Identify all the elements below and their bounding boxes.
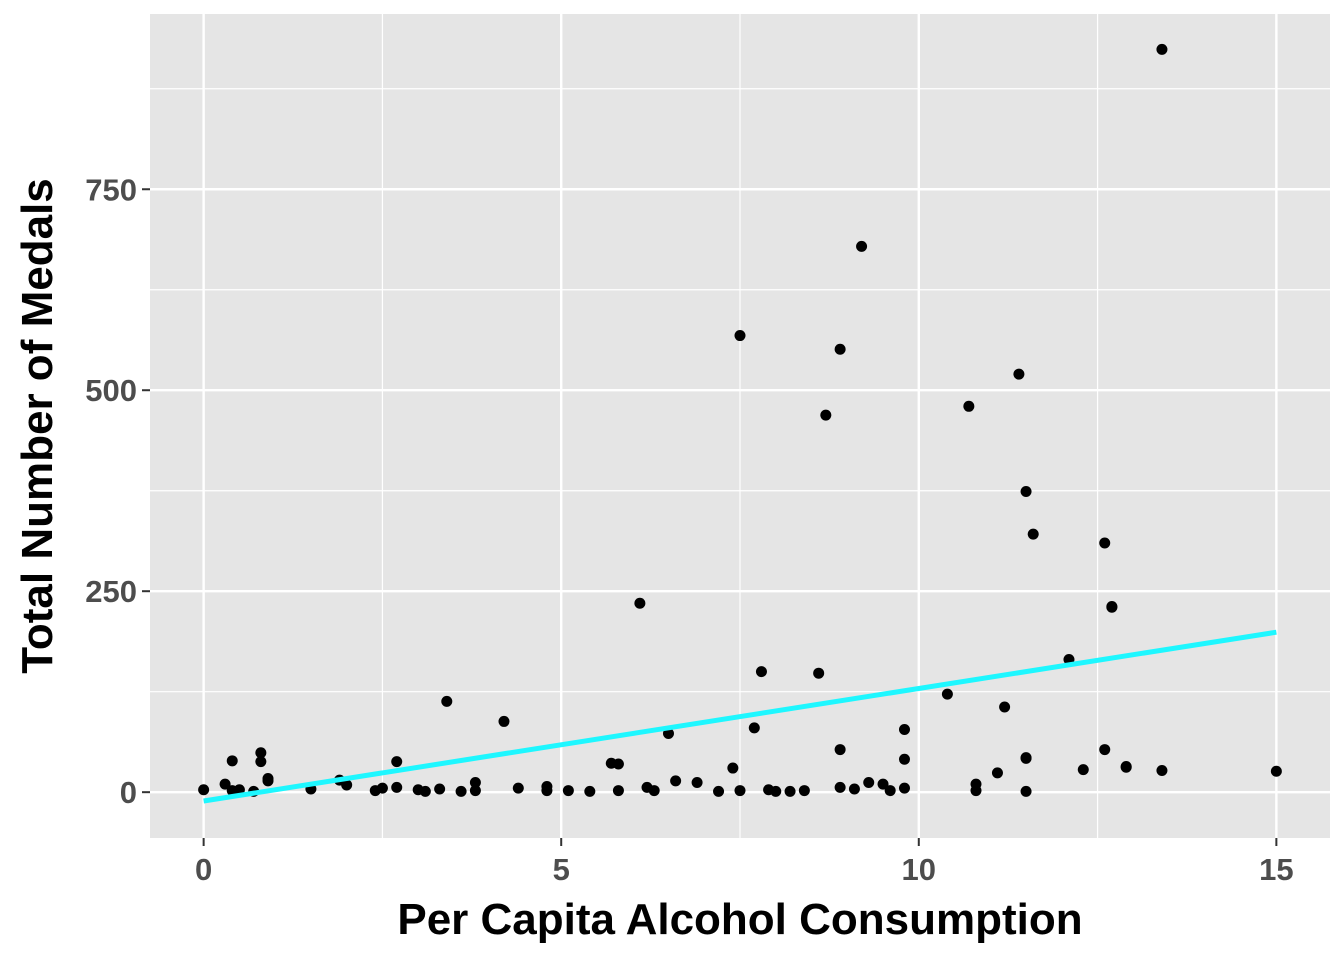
data-point <box>469 777 481 789</box>
data-point <box>469 785 481 797</box>
data-point <box>1099 744 1111 756</box>
data-point <box>1099 537 1111 549</box>
x-axis-title: Per Capita Alcohol Consumption <box>397 895 1082 944</box>
data-point <box>884 785 896 797</box>
y-tick-label: 750 <box>85 172 137 207</box>
data-point <box>226 755 238 767</box>
data-point <box>1156 43 1168 55</box>
data-point <box>898 782 910 794</box>
y-axis-ticks <box>142 188 150 794</box>
data-point <box>434 783 446 795</box>
data-point <box>198 784 210 796</box>
data-point <box>1120 761 1132 773</box>
data-point <box>512 782 524 794</box>
data-point <box>734 330 746 342</box>
data-point <box>612 785 624 797</box>
data-point <box>820 409 832 421</box>
data-point <box>863 777 875 789</box>
data-point <box>834 744 846 756</box>
y-tick-label: 500 <box>85 373 137 408</box>
data-point <box>1020 752 1032 764</box>
data-point <box>498 715 510 727</box>
data-point <box>813 667 825 679</box>
data-point <box>219 778 231 790</box>
data-point <box>634 597 646 609</box>
data-point <box>391 756 403 768</box>
data-point <box>713 785 725 797</box>
data-point <box>691 777 703 789</box>
x-tick-label: 5 <box>553 852 570 887</box>
data-points <box>198 43 1282 797</box>
minor-gridlines <box>150 14 1330 838</box>
data-point <box>770 785 782 797</box>
data-point <box>755 666 767 678</box>
data-point <box>798 785 810 797</box>
data-point <box>991 767 1003 779</box>
trend-line <box>203 629 1277 804</box>
data-point <box>1013 368 1025 380</box>
data-point <box>1106 601 1118 613</box>
data-point <box>898 723 910 735</box>
data-point <box>1027 528 1039 540</box>
data-point <box>541 781 553 793</box>
data-point <box>848 783 860 795</box>
data-point <box>455 785 467 797</box>
data-point <box>877 778 889 790</box>
data-point <box>1020 785 1032 797</box>
data-point <box>834 781 846 793</box>
y-tick-label: 250 <box>85 574 137 609</box>
data-point <box>856 240 868 252</box>
data-point <box>898 753 910 765</box>
data-point <box>255 747 267 759</box>
data-point <box>391 781 403 793</box>
y-tick-label: 0 <box>120 775 137 810</box>
data-point <box>1020 486 1032 498</box>
data-point <box>1156 764 1168 776</box>
data-point <box>834 343 846 355</box>
data-point <box>255 756 267 768</box>
x-axis-tick-labels: 0 5 10 15 <box>195 852 1294 887</box>
data-point <box>341 779 353 791</box>
data-point <box>999 701 1011 713</box>
data-point <box>784 785 796 797</box>
data-point <box>941 688 953 700</box>
x-tick-label: 0 <box>195 852 212 887</box>
x-axis-ticks <box>202 838 1278 846</box>
data-point <box>963 400 975 412</box>
major-gridlines <box>150 14 1330 838</box>
data-point <box>734 785 746 797</box>
x-tick-label: 10 <box>902 852 936 887</box>
data-point <box>262 773 274 785</box>
data-point <box>419 785 431 797</box>
data-point <box>1077 764 1089 776</box>
data-point <box>1270 765 1282 777</box>
y-axis-tick-labels: 0 250 500 750 <box>85 172 137 810</box>
data-point <box>670 775 682 787</box>
data-point <box>648 785 660 797</box>
data-point <box>441 695 453 707</box>
y-axis-title: Total Number of Medals <box>13 178 62 673</box>
data-point <box>727 762 739 774</box>
x-tick-label: 15 <box>1259 852 1293 887</box>
data-point <box>376 782 388 794</box>
data-point <box>562 785 574 797</box>
data-point <box>612 758 624 770</box>
data-point <box>970 785 982 797</box>
data-point <box>584 785 596 797</box>
data-point <box>748 722 760 734</box>
